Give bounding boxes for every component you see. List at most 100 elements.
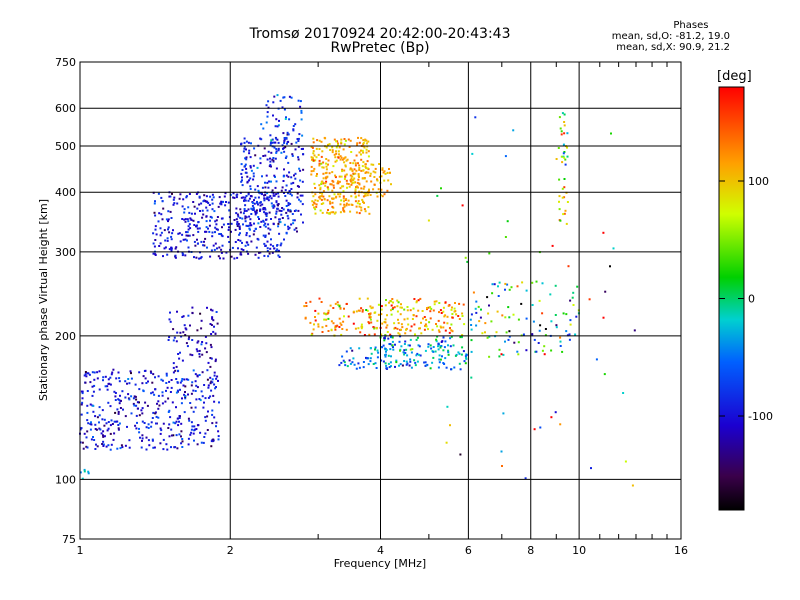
data-point <box>276 125 279 128</box>
data-point <box>290 142 293 145</box>
data-point <box>465 357 468 360</box>
data-point <box>109 376 112 379</box>
data-point <box>218 246 221 249</box>
data-point <box>318 139 321 142</box>
data-point <box>442 306 445 309</box>
data-point <box>154 253 157 256</box>
data-point <box>247 243 250 246</box>
data-point <box>325 318 328 321</box>
data-point <box>272 194 275 197</box>
data-point <box>275 200 278 203</box>
data-point <box>335 159 338 162</box>
data-point <box>205 215 208 218</box>
data-point <box>287 217 290 220</box>
data-point <box>358 212 361 215</box>
data-point <box>393 306 396 309</box>
data-point <box>246 181 249 184</box>
data-point <box>372 188 375 191</box>
data-point <box>279 221 282 224</box>
data-point <box>321 181 323 184</box>
data-point <box>168 380 171 383</box>
data-point <box>96 377 99 380</box>
data-point <box>126 425 128 428</box>
data-point <box>193 240 196 243</box>
data-point <box>160 213 163 216</box>
data-point <box>260 191 263 194</box>
data-point <box>507 306 510 309</box>
data-point <box>301 180 304 183</box>
data-point <box>180 335 183 338</box>
data-point <box>318 164 321 167</box>
data-point <box>238 233 241 236</box>
data-point <box>363 146 366 149</box>
data-point <box>543 345 546 348</box>
point-cluster <box>239 136 305 233</box>
data-point <box>98 370 101 373</box>
data-point <box>396 305 399 308</box>
data-point <box>259 162 262 165</box>
data-point <box>376 179 379 182</box>
data-point <box>341 355 344 358</box>
data-point <box>338 153 340 156</box>
data-point <box>382 344 385 347</box>
data-point <box>459 368 462 371</box>
data-point <box>191 354 194 357</box>
data-point <box>531 304 534 306</box>
data-point <box>215 228 218 231</box>
data-point <box>396 299 399 302</box>
data-point <box>202 213 205 216</box>
data-point <box>278 209 281 212</box>
data-point <box>203 194 206 197</box>
data-point <box>368 333 371 336</box>
data-point <box>275 150 278 153</box>
data-point <box>286 131 289 134</box>
data-point <box>297 99 300 102</box>
data-point <box>266 158 269 161</box>
data-point <box>364 139 367 142</box>
data-point <box>491 283 494 286</box>
data-point <box>415 300 418 303</box>
data-point <box>386 324 389 327</box>
data-point <box>329 149 332 151</box>
data-point <box>259 201 262 204</box>
data-point <box>404 332 407 335</box>
data-point <box>505 331 508 334</box>
data-point <box>243 210 246 212</box>
data-point <box>179 351 181 354</box>
data-point <box>538 299 541 302</box>
data-point <box>287 202 290 204</box>
data-point <box>203 199 206 202</box>
data-point <box>256 166 259 169</box>
data-point <box>436 335 439 338</box>
data-point <box>261 175 263 178</box>
data-point <box>171 232 174 235</box>
data-point <box>276 138 279 141</box>
data-point <box>200 319 203 322</box>
data-point <box>440 187 442 190</box>
data-point <box>145 436 148 439</box>
data-point <box>334 174 337 177</box>
data-point <box>361 309 364 312</box>
data-point <box>213 374 216 377</box>
data-point <box>254 188 257 191</box>
data-point <box>263 242 266 245</box>
data-point <box>202 244 205 247</box>
data-point <box>424 361 427 364</box>
data-point <box>284 118 287 120</box>
data-point <box>277 222 280 225</box>
data-point <box>370 307 373 310</box>
data-point <box>109 448 112 451</box>
data-point <box>169 320 172 323</box>
point-cluster <box>167 306 219 369</box>
data-point <box>209 382 212 385</box>
data-point <box>450 368 452 371</box>
data-point <box>304 317 307 320</box>
data-point <box>277 249 280 252</box>
data-point <box>392 301 394 304</box>
data-point <box>461 346 464 349</box>
data-point <box>362 200 365 203</box>
data-point <box>339 211 342 214</box>
data-point <box>362 187 365 190</box>
data-point <box>222 257 225 260</box>
data-point <box>367 321 370 323</box>
